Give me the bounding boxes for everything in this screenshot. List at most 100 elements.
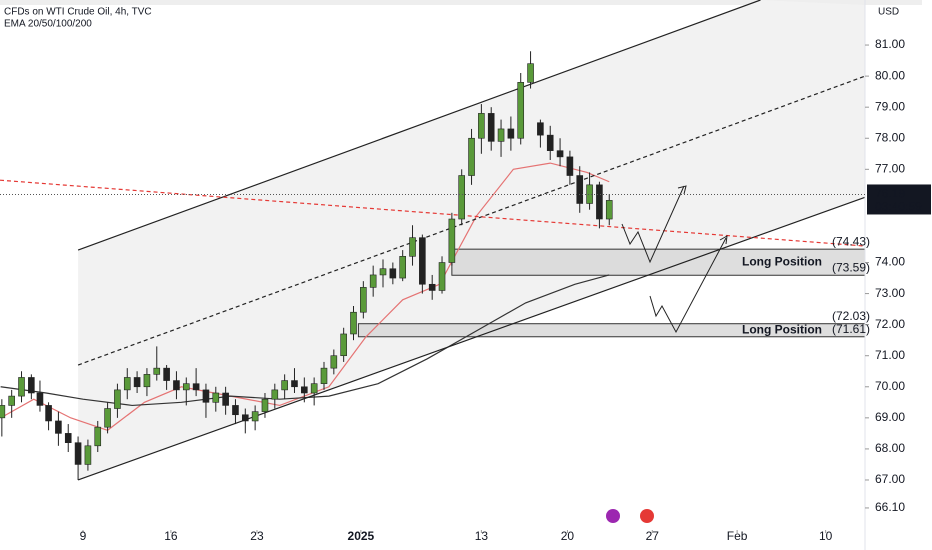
candle-body [251, 411, 259, 422]
last-price-box [867, 184, 931, 215]
zone-lower-label: (73.59) [832, 260, 870, 274]
y-tick-label: 72.00 [875, 317, 905, 331]
candle-body [74, 442, 82, 465]
candle-body [45, 405, 52, 422]
arrow-head [719, 235, 728, 245]
zone-lower-label: (71.61) [832, 322, 870, 336]
candle-body [428, 283, 436, 291]
candle-body [212, 392, 220, 403]
candle-body [497, 128, 505, 142]
y-tick-label: 73.00 [875, 286, 905, 300]
candle-body [360, 287, 367, 313]
candle-body [133, 377, 141, 388]
candle-body [379, 268, 387, 276]
candle-body [232, 405, 239, 416]
top-band [0, 0, 922, 5]
candle-body [153, 367, 161, 375]
candle-body [369, 274, 377, 288]
candle-body [28, 377, 35, 394]
zone-label: Long Position [742, 254, 822, 268]
y-tick-label: 78.00 [875, 130, 905, 144]
line [77, 0, 761, 251]
zone-upper-label: (74.43) [832, 234, 870, 248]
x-tick-label: 9 [80, 529, 87, 543]
candle-body [310, 383, 318, 394]
y-tick-label: 71.00 [875, 348, 905, 362]
projection [621, 185, 728, 334]
candle-body [301, 386, 308, 394]
x-tick-label: 27 [646, 529, 660, 543]
y-tick-label: 81.00 [875, 37, 905, 51]
line [77, 196, 866, 481]
channel-fill [78, 0, 866, 480]
candle-body [261, 398, 269, 412]
candle-body [527, 63, 534, 83]
candle-body [478, 113, 485, 139]
candle-body [389, 268, 397, 279]
candle-body [399, 256, 406, 279]
y-tick-label: 77.00 [875, 161, 905, 175]
candle-body [330, 355, 338, 369]
y-tick-label: 67.00 [875, 472, 905, 486]
projection-path [621, 185, 685, 264]
candle-body [517, 82, 525, 139]
candle-body [566, 156, 574, 176]
candle-body [202, 389, 210, 403]
plot [0, 0, 866, 481]
x-tick-label: 10 [819, 529, 833, 543]
y-tick-label: 74.00 [875, 255, 905, 269]
event-icon[interactable] [606, 509, 620, 523]
y-tick-label: 70.00 [875, 379, 905, 393]
x-tick-label: 2025 [348, 529, 375, 543]
subtitle: EMA 20/50/100/200 [4, 19, 92, 30]
candle-body [320, 367, 328, 384]
candle-body [55, 420, 62, 434]
candle-body [458, 175, 466, 220]
candle-body [173, 380, 180, 391]
candle-body [192, 383, 200, 391]
candle-body [448, 218, 456, 263]
candle-body [222, 392, 229, 406]
candle-body [487, 113, 495, 142]
candle-body [419, 237, 426, 285]
y-axis-label: USD [878, 7, 899, 18]
projection-path [649, 237, 727, 334]
y-tick-label: 68.00 [875, 441, 905, 455]
candle-body [438, 262, 446, 291]
candle-body [104, 408, 111, 428]
x-tick-label: 23 [250, 529, 264, 543]
candle-body [507, 128, 515, 139]
candle-body [18, 377, 25, 397]
y-tick-label: 80.00 [875, 68, 905, 82]
candle-body [123, 377, 131, 391]
candle-body [114, 389, 121, 409]
candle-body [546, 134, 554, 151]
line [0, 179, 866, 247]
y-tick-label: 79.00 [875, 99, 905, 113]
candle-body [586, 184, 593, 204]
countdown: 03:40:59 [875, 200, 922, 214]
x-tick-label: 20 [561, 529, 575, 543]
x-tick-label: 13 [475, 529, 489, 543]
candle-body [340, 333, 347, 357]
zone-label: Long Position [742, 322, 822, 336]
candle-body [556, 150, 564, 158]
event-icon[interactable] [640, 509, 654, 523]
candle-body [605, 200, 613, 220]
candle-body [0, 405, 6, 419]
line [0, 162, 610, 431]
candle-body [468, 137, 475, 176]
candle-body [163, 367, 170, 381]
y-tick-label: 69.00 [875, 410, 905, 424]
candle-body [409, 237, 416, 257]
candle-body [143, 374, 151, 388]
candle-body [596, 184, 603, 220]
arrow-head [677, 185, 687, 195]
candle-body [84, 445, 92, 465]
x-tick-label: Feb [727, 529, 748, 543]
candle-body [291, 380, 298, 388]
candle-body [182, 383, 190, 391]
candle-body [350, 311, 357, 335]
candle-body [36, 392, 44, 406]
